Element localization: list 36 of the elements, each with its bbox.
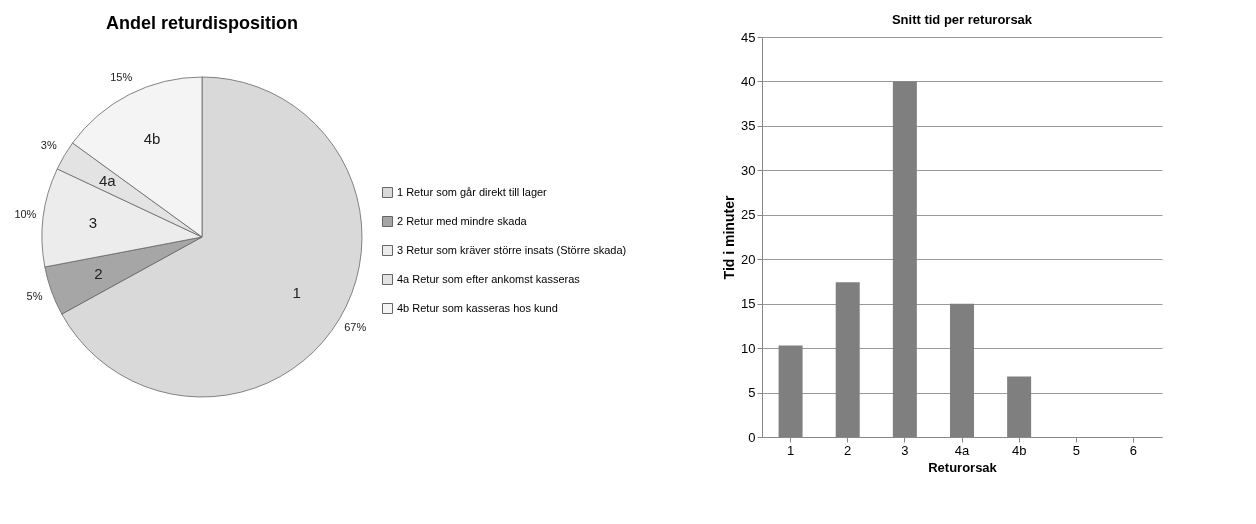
y-tick-label: 5 xyxy=(748,385,756,401)
y-tick-label: 30 xyxy=(741,162,756,178)
y-tick-label: 0 xyxy=(748,429,756,445)
text: 4b xyxy=(143,129,161,147)
x-tick-label: 6 xyxy=(1129,442,1138,458)
y-tick-label: 40 xyxy=(741,73,756,89)
legend-label: 1 Retur som går direkt till lager xyxy=(397,185,548,198)
data-label: 3% xyxy=(40,139,57,152)
x-tick-label: 4b xyxy=(1011,442,1027,458)
x-tick-label: 2 xyxy=(844,442,852,458)
x-tick-label: 3 xyxy=(901,442,909,458)
text: 1 xyxy=(292,283,301,301)
x-tick-label: 1 xyxy=(786,442,795,458)
legend-label: 3 Retur som kräver större insats (Större skada) xyxy=(397,243,627,256)
data-label: 10% xyxy=(14,207,37,220)
y-tick-label: 25 xyxy=(741,207,756,223)
data-label: 5% xyxy=(26,290,43,303)
text: 2 xyxy=(94,265,103,283)
y-tick-label: 15 xyxy=(741,296,756,312)
y-tick-label: 20 xyxy=(741,251,756,267)
x-axis-title: Returorsak xyxy=(928,459,998,475)
y-tick-label: 10 xyxy=(741,340,756,356)
x-tick-label: 5 xyxy=(1072,442,1080,458)
data-label: 67% xyxy=(344,320,367,333)
legend-label: 2 Retur med mindre skada xyxy=(397,214,528,227)
chart-title: Snitt tid per returorsak xyxy=(891,12,1033,27)
legend-label: 4a Retur som efter ankomst kasseras xyxy=(397,272,581,285)
y-tick-label: 35 xyxy=(741,118,756,134)
chart-title: Andel returdisposition xyxy=(105,13,299,33)
data-label: 15% xyxy=(110,71,133,84)
text: 3 xyxy=(88,214,98,232)
x-tick-label: 4a xyxy=(954,442,970,458)
y-axis-title: Tid i minuter xyxy=(721,195,738,280)
y-tick-label: 45 xyxy=(741,29,756,45)
legend-label: 4b Retur som kasseras hos kund xyxy=(397,301,558,314)
text: 4a xyxy=(98,172,117,190)
